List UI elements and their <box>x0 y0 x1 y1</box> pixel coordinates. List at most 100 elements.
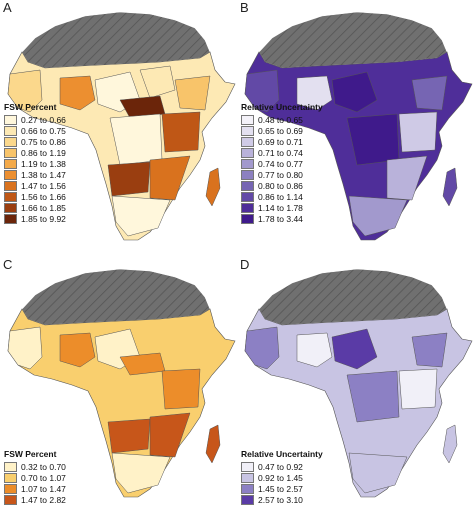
legend-label: 0.77 to 0.80 <box>258 169 303 180</box>
legend-label: 0.32 to 0.70 <box>21 461 66 472</box>
legend-swatch <box>241 114 254 125</box>
africa-map <box>7 268 236 498</box>
legend-swatch <box>4 169 17 180</box>
region-central <box>331 71 378 113</box>
region-eastafrica <box>398 368 438 410</box>
legend-label: 1.78 to 3.44 <box>258 213 303 224</box>
legend: FSW Percent 0.32 to 0.70 0.70 to 1.07 1.07… <box>4 449 66 505</box>
legend-label: 0.47 to 0.92 <box>258 461 303 472</box>
region-south <box>348 452 408 494</box>
legend-swatch <box>241 202 254 213</box>
region-eastafrica <box>161 368 201 410</box>
legend-swatch <box>241 472 254 483</box>
legend-item: 1.38 to 1.47 <box>4 169 66 180</box>
legend-swatch <box>4 114 17 125</box>
legend-label: 2.57 to 3.10 <box>258 494 303 505</box>
region-ethiopia <box>411 75 448 111</box>
region-congo <box>346 370 400 423</box>
legend-rows: 0.48 to 0.65 0.65 to 0.69 0.69 to 0.71 0.71… <box>241 114 323 224</box>
legend-label: 1.85 to 9.92 <box>21 213 66 224</box>
legend-item: 0.69 to 0.71 <box>241 136 323 147</box>
madagascar <box>442 424 458 464</box>
legend-label: 0.70 to 1.07 <box>21 472 66 483</box>
legend-item: 0.48 to 0.65 <box>241 114 323 125</box>
legend-swatch <box>4 136 17 147</box>
madagascar <box>442 167 458 207</box>
legend-swatch <box>4 461 17 472</box>
legend-swatch <box>4 494 17 505</box>
legend-item: 0.32 to 0.70 <box>4 461 66 472</box>
legend-swatch <box>241 125 254 136</box>
region-southeast <box>149 412 191 458</box>
legend-title: Relative Uncertainty <box>241 449 323 459</box>
legend-label: 0.80 to 0.86 <box>258 180 303 191</box>
legend-label: 0.71 to 0.74 <box>258 147 303 158</box>
legend-label: 0.48 to 0.65 <box>258 114 303 125</box>
legend-item: 1.14 to 1.78 <box>241 202 323 213</box>
legend-item: 0.66 to 0.75 <box>4 125 66 136</box>
legend-label: 0.66 to 0.75 <box>21 125 66 136</box>
region-nigeria <box>296 332 333 368</box>
legend-label: 1.56 to 1.66 <box>21 191 66 202</box>
region-west <box>7 69 43 113</box>
legend-item: 1.47 to 2.82 <box>4 494 66 505</box>
legend-swatch <box>4 472 17 483</box>
region-west <box>7 326 43 370</box>
legend-label: 0.92 to 1.45 <box>258 472 303 483</box>
legend-swatch <box>4 180 17 191</box>
region-west <box>244 69 280 113</box>
legend-title: FSW Percent <box>4 102 57 112</box>
region-eastafrica <box>161 111 201 153</box>
legend-title: FSW Percent <box>4 449 57 459</box>
region-nigeria <box>296 75 333 111</box>
africa-map <box>244 268 473 498</box>
region-southeast <box>386 155 428 201</box>
legend-item: 2.57 to 3.10 <box>241 494 323 505</box>
legend-item: 0.27 to 0.66 <box>4 114 66 125</box>
legend-swatch <box>241 158 254 169</box>
legend: Relative Uncertainty 0.48 to 0.65 0.65 to… <box>241 102 323 224</box>
legend-rows: 0.47 to 0.92 0.92 to 1.45 1.45 to 2.57 2.57… <box>241 461 323 505</box>
legend-swatch <box>241 180 254 191</box>
legend-label: 0.69 to 0.71 <box>258 136 303 147</box>
legend-item: 1.78 to 3.44 <box>241 213 323 224</box>
legend-item: 1.45 to 2.57 <box>241 483 323 494</box>
legend-item: 1.66 to 1.85 <box>4 202 66 213</box>
legend-swatch <box>4 147 17 158</box>
legend-label: 1.14 to 1.78 <box>258 202 303 213</box>
region-nigeria <box>59 332 96 368</box>
legend-label: 1.45 to 2.57 <box>258 483 303 494</box>
legend-item: 0.74 to 0.77 <box>241 158 323 169</box>
panel-a: A FSW Percent 0.27 to 0.66 0.66 to 0.75 0.… <box>0 0 237 256</box>
legend-item: 1.85 to 9.92 <box>4 213 66 224</box>
legend-item: 0.71 to 0.74 <box>241 147 323 158</box>
region-nigeria <box>59 75 96 111</box>
madagascar <box>205 424 221 464</box>
legend-label: 0.86 to 1.14 <box>258 191 303 202</box>
panel-d: D Relative Uncertainty 0.47 to 0.92 0.92 … <box>237 257 474 513</box>
region-sahel-east <box>139 65 176 99</box>
legend-label: 1.47 to 1.56 <box>21 180 66 191</box>
panel-letter: D <box>240 257 250 272</box>
legend-item: 0.70 to 1.07 <box>4 472 66 483</box>
region-angola <box>107 418 151 454</box>
legend-item: 0.77 to 0.80 <box>241 169 323 180</box>
legend-swatch <box>4 202 17 213</box>
legend-swatch <box>241 483 254 494</box>
region-west <box>244 326 280 370</box>
legend-item: 0.80 to 0.86 <box>241 180 323 191</box>
panel-c: C FSW Percent 0.32 to 0.70 0.70 to 1.07 1.… <box>0 257 237 513</box>
legend-swatch <box>241 169 254 180</box>
panel-b: B Relative Uncertainty 0.48 to 0.65 0.65 … <box>237 0 474 256</box>
legend-rows: 0.32 to 0.70 0.70 to 1.07 1.07 to 1.47 1.47… <box>4 461 66 505</box>
legend-item: 1.19 to 1.38 <box>4 158 66 169</box>
legend-label: 1.19 to 1.38 <box>21 158 66 169</box>
region-south <box>111 195 171 237</box>
legend-item: 0.92 to 1.45 <box>241 472 323 483</box>
legend: FSW Percent 0.27 to 0.66 0.66 to 0.75 0.75… <box>4 102 66 224</box>
legend-label: 0.75 to 0.86 <box>21 136 66 147</box>
legend-swatch <box>4 125 17 136</box>
legend-label: 0.74 to 0.77 <box>258 158 303 169</box>
legend-swatch <box>241 191 254 202</box>
legend-title: Relative Uncertainty <box>241 102 323 112</box>
